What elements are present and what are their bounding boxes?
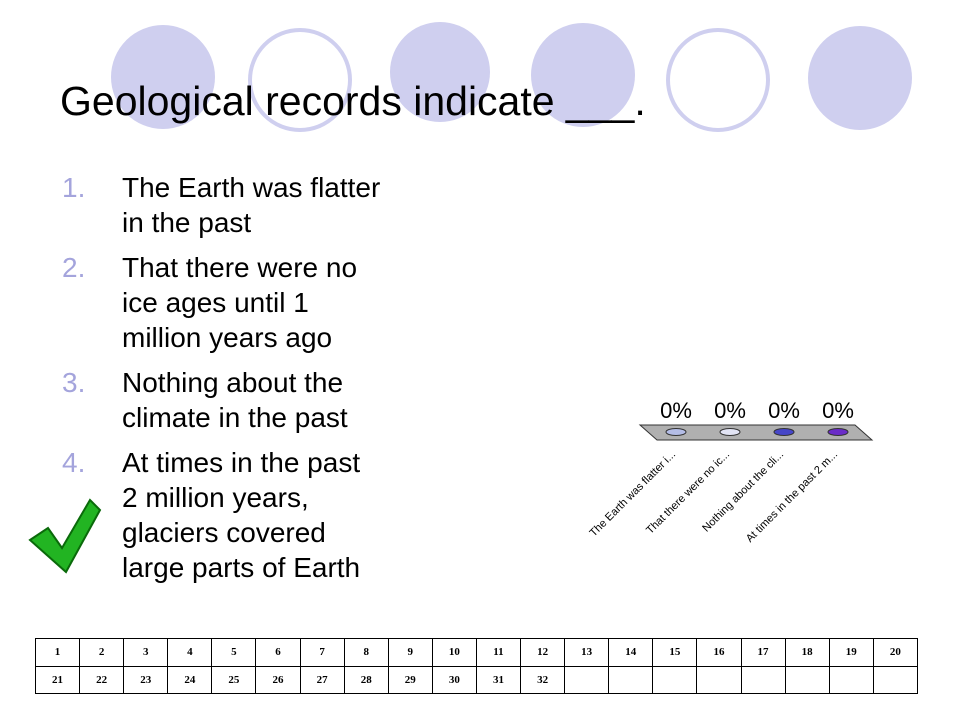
grid-cell: 15 bbox=[652, 638, 698, 667]
chart-floor bbox=[638, 424, 874, 441]
option-number: 3. bbox=[62, 367, 86, 398]
grid-cell: 16 bbox=[696, 638, 742, 667]
grid-cell: 18 bbox=[784, 638, 830, 667]
grid-cell: 10 bbox=[431, 638, 477, 667]
option-text: climate in the past bbox=[122, 402, 348, 433]
grid-cell: 19 bbox=[828, 638, 874, 667]
deco-circle bbox=[390, 22, 490, 122]
grid-cell: 12 bbox=[520, 638, 566, 667]
value-label: 0% bbox=[714, 398, 746, 423]
grid-cell: 8 bbox=[343, 638, 389, 667]
grid-cell: 13 bbox=[564, 638, 610, 667]
deco-circle bbox=[111, 25, 215, 129]
deco-circle bbox=[531, 23, 635, 127]
grid-cell: 22 bbox=[79, 665, 125, 694]
grid-cell: 31 bbox=[475, 665, 522, 694]
grid-cell bbox=[872, 665, 919, 694]
grid-cell: 29 bbox=[387, 665, 433, 694]
grid-cell bbox=[652, 665, 698, 694]
grid-cell: 2 bbox=[79, 638, 125, 667]
deco-circle bbox=[808, 26, 912, 130]
option-text: 2 million years, bbox=[122, 482, 309, 513]
grid-cell: 6 bbox=[255, 638, 301, 667]
grid-cell: 4 bbox=[167, 638, 213, 667]
grid-cell: 30 bbox=[431, 665, 477, 694]
bar-top bbox=[827, 428, 849, 436]
grid-cell: 28 bbox=[343, 665, 389, 694]
option-text: The Earth was flatter bbox=[122, 172, 381, 203]
grid-cell: 9 bbox=[387, 638, 433, 667]
grid-cell bbox=[696, 665, 742, 694]
grid-cell: 1 bbox=[34, 638, 81, 667]
option-text: million years ago bbox=[122, 322, 333, 353]
grid-cell bbox=[740, 665, 786, 694]
grid-cell: 20 bbox=[872, 638, 919, 667]
grid-row: 21 22 23 24 25 26 27 28 29 30 31 32 bbox=[34, 665, 919, 694]
grid-cell: 21 bbox=[34, 665, 81, 694]
grid-cell: 17 bbox=[740, 638, 786, 667]
grid-cell: 27 bbox=[299, 665, 345, 694]
option-text: At times in the past bbox=[122, 447, 361, 478]
deco-circle bbox=[248, 28, 352, 132]
grid-cell bbox=[564, 665, 610, 694]
grid-cell: 32 bbox=[520, 665, 566, 694]
value-label: 0% bbox=[660, 398, 692, 423]
option-text: ice ages until 1 bbox=[122, 287, 309, 318]
grid-row: 1 2 3 4 5 6 7 8 9 10 11 12 13 14 15 16 17 18 19 20 bbox=[34, 638, 919, 667]
category-label: At times in the past 2 m... bbox=[744, 449, 840, 545]
option-number: 1. bbox=[62, 172, 86, 203]
grid-cell: 7 bbox=[299, 638, 345, 667]
bar-top bbox=[719, 428, 741, 436]
option-text: in the past bbox=[122, 207, 252, 238]
grid-cell bbox=[828, 665, 874, 694]
grid-cell: 26 bbox=[255, 665, 301, 694]
option-number: 2. bbox=[62, 252, 86, 283]
grid-cell: 5 bbox=[211, 638, 257, 667]
grid-cell: 24 bbox=[167, 665, 213, 694]
grid-cell: 3 bbox=[123, 638, 169, 667]
grid-cell bbox=[608, 665, 654, 694]
option-text: That there were no bbox=[122, 252, 358, 283]
response-grid: 1 2 3 4 5 6 7 8 9 10 11 12 13 14 15 16 17 18 19 20 21 22 23 24 2… bbox=[34, 638, 919, 694]
value-label: 0% bbox=[822, 398, 854, 423]
option-number: 4. bbox=[62, 447, 86, 478]
option-text: glaciers covered bbox=[122, 517, 326, 548]
grid-cell: 25 bbox=[211, 665, 257, 694]
value-label: 0% bbox=[768, 398, 800, 423]
option-text: large parts of Earth bbox=[122, 552, 361, 583]
category-label: The Earth was flatter i... bbox=[588, 449, 679, 540]
slide-title: Geological records indicate ___. bbox=[60, 78, 646, 124]
grid-cell: 23 bbox=[123, 665, 169, 694]
grid-cell: 11 bbox=[475, 638, 522, 667]
checkmark bbox=[28, 498, 102, 574]
option-text: Nothing about the bbox=[122, 367, 344, 398]
grid-cell: 14 bbox=[608, 638, 654, 667]
grid-cell bbox=[784, 665, 830, 694]
bar-top bbox=[665, 428, 687, 436]
deco-circle bbox=[666, 28, 770, 132]
bar-top bbox=[773, 428, 795, 436]
